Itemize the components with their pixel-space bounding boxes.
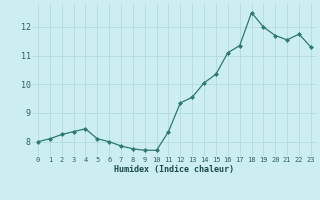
X-axis label: Humidex (Indice chaleur): Humidex (Indice chaleur) [115,165,234,174]
